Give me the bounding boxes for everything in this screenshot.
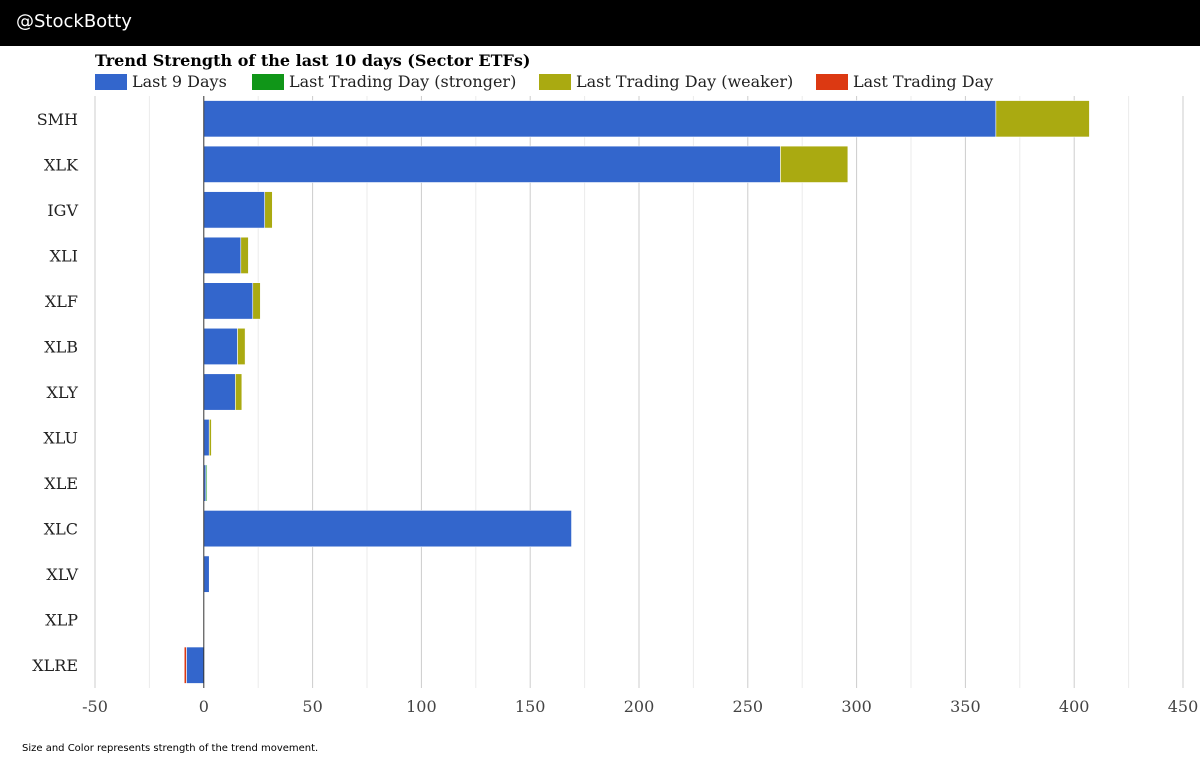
header-bar: @StockBotty [0,0,1200,46]
x-tick-label: 0 [199,697,209,716]
bar [203,327,238,365]
bar [240,236,249,274]
y-category-label: XLF [45,292,78,311]
x-tick-label: 50 [302,697,322,716]
x-tick-label: 300 [841,697,872,716]
y-category-label: XLP [45,611,78,630]
bar [995,100,1090,138]
y-category-label: XLI [50,246,78,265]
legend-swatch [816,74,848,90]
x-tick-label: 250 [733,697,764,716]
bar [203,419,210,457]
y-category-label: IGV [47,201,78,220]
legend-label: Last 9 Days [132,72,227,91]
y-category-label: XLE [44,474,78,493]
bar [203,373,236,411]
y-category-label: SMH [37,110,78,129]
y-category-label: XLC [44,520,78,539]
bar [203,236,242,274]
y-category-label: XLRE [32,656,78,675]
bar [203,100,997,138]
x-tick-label: 450 [1168,697,1199,716]
legend-label: Last Trading Day [853,72,994,91]
bar [237,327,246,365]
bar [252,282,261,320]
bar [183,646,187,684]
x-tick-label: 350 [950,697,981,716]
legend-swatch [252,74,284,90]
x-tick-label: 150 [515,697,546,716]
y-category-label: XLK [44,155,79,174]
x-tick-label: 400 [1059,697,1090,716]
chart-title: Trend Strength of the last 10 days (Sect… [95,51,531,70]
x-tick-label: -50 [82,697,108,716]
bar [203,145,781,183]
legend-swatch [95,74,127,90]
bar [780,145,849,183]
brand-handle: @StockBotty [16,11,132,32]
bar [264,191,273,229]
y-category-label: XLY [46,383,78,402]
legend-label: Last Trading Day (weaker) [576,72,794,91]
y-category-label: XLU [43,429,78,448]
x-tick-label: 100 [406,697,437,716]
bar [203,555,210,593]
bar [235,373,243,411]
bar [203,191,266,229]
legend-swatch [539,74,571,90]
bar [203,282,254,320]
bar [186,646,205,684]
y-category-label: XLB [44,337,78,356]
footnote: Size and Color represents strength of th… [22,743,319,754]
bar [208,419,212,457]
legend-label: Last Trading Day (stronger) [289,72,517,91]
bar [203,510,572,548]
x-tick-label: 200 [624,697,655,716]
bar [205,464,208,502]
y-category-label: XLV [46,565,78,584]
